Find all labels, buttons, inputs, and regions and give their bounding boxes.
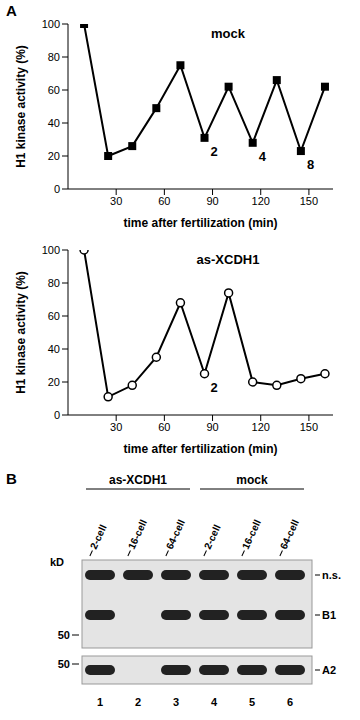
svg-text:H1 kinase activity (%): H1 kinase activity (%) xyxy=(14,45,28,168)
svg-text:4: 4 xyxy=(259,149,267,164)
svg-text:120: 120 xyxy=(252,421,270,433)
svg-text:60: 60 xyxy=(48,84,60,96)
svg-text:H1 kinase activity (%): H1 kinase activity (%) xyxy=(14,271,28,394)
svg-text:90: 90 xyxy=(206,421,218,433)
svg-text:20: 20 xyxy=(48,150,60,162)
svg-text:5: 5 xyxy=(249,696,255,708)
svg-text:2: 2 xyxy=(211,144,218,159)
svg-text:30: 30 xyxy=(110,421,122,433)
svg-text:80: 80 xyxy=(48,277,60,289)
svg-text:2-cell: 2-cell xyxy=(88,523,109,551)
svg-text:64-cell: 64-cell xyxy=(164,518,187,551)
html-text:as-XCDH1: as-XCDH1 xyxy=(196,252,260,267)
svg-text:mock: mock xyxy=(236,473,268,487)
svg-text:120: 120 xyxy=(252,195,270,207)
svg-text:time after fertilization (min): time after fertilization (min) xyxy=(123,216,277,230)
svg-text:50: 50 xyxy=(58,658,70,670)
svg-text:60: 60 xyxy=(158,195,170,207)
html-text:mock: mock xyxy=(211,26,245,41)
svg-text:4: 4 xyxy=(211,696,218,708)
svg-text:0: 0 xyxy=(54,183,60,195)
svg-text:2: 2 xyxy=(211,380,218,395)
svg-text:30: 30 xyxy=(110,195,122,207)
svg-text:90: 90 xyxy=(206,195,218,207)
svg-text:64-cell: 64-cell xyxy=(278,518,301,551)
svg-text:2-cell: 2-cell xyxy=(202,523,223,551)
svg-text:2: 2 xyxy=(135,696,141,708)
svg-text:1: 1 xyxy=(97,696,103,708)
svg-text:20: 20 xyxy=(48,376,60,388)
svg-text:0: 0 xyxy=(54,409,60,421)
svg-text:B1: B1 xyxy=(322,609,336,621)
svg-text:150: 150 xyxy=(300,195,318,207)
html-text:A: A xyxy=(6,2,17,19)
svg-text:60: 60 xyxy=(48,310,60,322)
svg-text:40: 40 xyxy=(48,117,60,129)
svg-text:50: 50 xyxy=(58,629,70,641)
html-text:B: B xyxy=(6,470,17,487)
svg-text:16-cell: 16-cell xyxy=(126,518,149,551)
svg-text:A2: A2 xyxy=(322,664,336,676)
svg-text:100: 100 xyxy=(42,18,60,30)
svg-text:40: 40 xyxy=(48,343,60,355)
svg-text:16-cell: 16-cell xyxy=(240,518,263,551)
svg-text:kD: kD xyxy=(50,556,64,568)
svg-text:100: 100 xyxy=(42,244,60,256)
svg-text:3: 3 xyxy=(173,696,179,708)
svg-text:n.s.: n.s. xyxy=(322,569,341,581)
svg-text:150: 150 xyxy=(300,421,318,433)
svg-text:6: 6 xyxy=(287,696,293,708)
svg-text:60: 60 xyxy=(158,421,170,433)
svg-text:time after fertilization (min): time after fertilization (min) xyxy=(123,442,277,456)
svg-text:80: 80 xyxy=(48,51,60,63)
svg-text:as-XCDH1: as-XCDH1 xyxy=(109,473,167,487)
svg-text:8: 8 xyxy=(307,157,314,172)
